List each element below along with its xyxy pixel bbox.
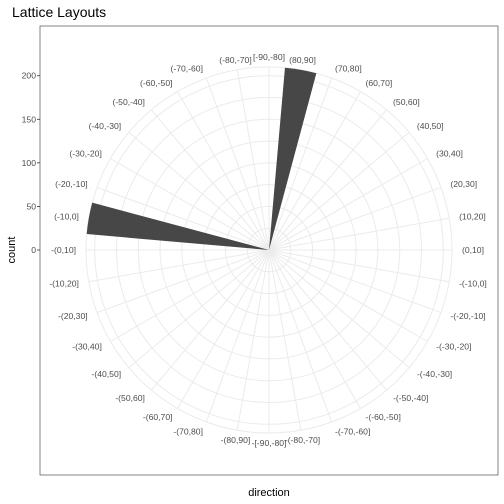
category-label: (-50,-40] [112, 97, 144, 107]
grid-spoke [268, 249, 361, 409]
category-label: (-20,-10] [55, 179, 87, 189]
grid-spoke [268, 186, 442, 251]
category-label: -(20,30] [58, 311, 88, 321]
y-axis-title: count [6, 237, 18, 264]
bar-(80,90] [269, 67, 317, 250]
grid-spoke [268, 77, 333, 251]
grid-spoke [205, 77, 270, 251]
grid-spoke [128, 249, 270, 369]
x-axis-title: direction [248, 487, 290, 499]
grid-spoke [96, 249, 270, 314]
y-tick-label: 150 [22, 114, 37, 124]
category-label: (70,80] [335, 64, 362, 74]
grid-spoke [96, 186, 270, 251]
grid-spoke [128, 131, 270, 251]
category-label: -[-90,-80] [252, 438, 287, 448]
grid-spoke [268, 217, 450, 251]
category-label: -(-50,-40] [393, 393, 428, 403]
category-label: -(-60,-50] [366, 412, 401, 422]
category-label: -(-30,-20] [436, 342, 471, 352]
polar-grid [85, 66, 453, 434]
category-label: (20,30] [450, 179, 477, 189]
category-label: -(-10,0] [459, 279, 487, 289]
grid-spoke [268, 158, 428, 251]
chart-title: Lattice Layouts [12, 4, 106, 20]
category-label: -(80,90] [221, 435, 251, 445]
grid-spoke [268, 249, 388, 391]
category-label: -(70,80] [173, 426, 203, 436]
grid-spoke [268, 249, 450, 283]
category-label: (30,40] [436, 149, 463, 159]
category-label: (0,10] [462, 245, 484, 255]
category-label: (-60,-50] [140, 78, 172, 88]
category-label: (40,50] [417, 121, 444, 131]
grid-spoke [268, 91, 361, 251]
grid-spoke [177, 91, 270, 251]
category-label: -(-80,-70] [285, 435, 320, 445]
grid-spoke [150, 249, 270, 391]
category-label: (50,60] [393, 97, 420, 107]
grid-spoke [268, 249, 442, 314]
category-label: (-30,-20] [69, 149, 101, 159]
category-label: -(40,50] [92, 369, 122, 379]
grid-spoke [236, 249, 270, 431]
category-label: (10,20] [459, 211, 486, 221]
category-label: -(-20,-10] [450, 311, 485, 321]
y-tick-label: 100 [22, 158, 37, 168]
category-labels: [-90,-80] (80,90] (70,80] (60,70](50,60] (40… [49, 52, 486, 448]
category-label: -(0,10] [51, 245, 76, 255]
category-label: -(-40,-30] [417, 369, 452, 379]
y-tick-label: 200 [22, 71, 37, 81]
category-label: -(60,70] [143, 412, 173, 422]
grid-spoke [88, 249, 270, 283]
grid-spoke [268, 249, 410, 369]
grid-spoke [110, 158, 270, 251]
grid-spoke [150, 109, 270, 251]
grid-spoke [110, 249, 270, 342]
y-tick-label: 0 [31, 245, 36, 255]
category-label: [-90,-80] [253, 52, 285, 62]
grid-spoke [177, 249, 270, 409]
grid-spoke [268, 249, 302, 431]
y-tick-label: 50 [26, 201, 36, 211]
grid-spoke [268, 249, 333, 423]
bar-(-10,0] [86, 202, 269, 250]
bars [86, 67, 317, 250]
grid-spoke [268, 131, 410, 251]
grid-spoke [268, 249, 428, 342]
grid-spoke [236, 69, 270, 251]
y-axis: 0 50 100 150 200 [22, 71, 40, 255]
category-label: (60,70] [366, 78, 393, 88]
category-label: -(30,40] [72, 342, 102, 352]
grid-spoke [268, 109, 388, 251]
category-label: (-80,-70] [219, 55, 251, 65]
category-label: -(10,20] [49, 279, 79, 289]
category-label: -(-70,-60] [335, 426, 370, 436]
category-label: (-70,-60] [171, 64, 203, 74]
category-label: -(50,60] [115, 393, 145, 403]
category-label: (-10,0] [54, 211, 79, 221]
category-label: (-40,-30] [89, 121, 121, 131]
grid-spoke [205, 249, 270, 423]
category-label: (80,90] [289, 55, 316, 65]
